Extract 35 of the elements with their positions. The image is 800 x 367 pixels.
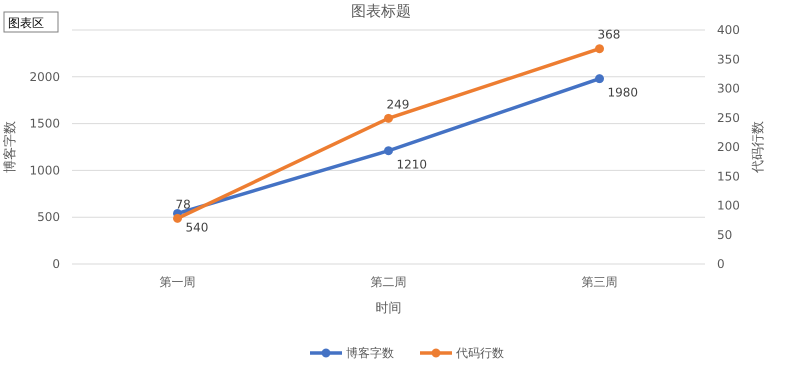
y2-tick-label: 50 bbox=[717, 228, 732, 242]
data-label: 1980 bbox=[608, 86, 638, 100]
point bbox=[595, 44, 604, 54]
x-tick-label: 第三周 bbox=[582, 275, 618, 289]
data-label: 368 bbox=[598, 28, 620, 42]
y2-tick-label: 150 bbox=[717, 169, 740, 184]
chart-title: 图表标题 bbox=[351, 2, 411, 20]
y-tick-label: 0 bbox=[52, 257, 60, 271]
y-axis-title: 博客字数 bbox=[2, 121, 18, 173]
legend-label: 博客字数 bbox=[346, 346, 394, 360]
point bbox=[384, 146, 393, 156]
y-tick-label: 1500 bbox=[29, 116, 60, 131]
point bbox=[173, 214, 182, 223]
y-tick-label: 2000 bbox=[29, 70, 60, 84]
x-axis-title: 时间 bbox=[376, 301, 402, 316]
y2-tick-label: 200 bbox=[717, 140, 740, 154]
point bbox=[384, 114, 393, 123]
x-tick-label: 第一周 bbox=[160, 275, 196, 289]
y2-tick-label: 350 bbox=[717, 52, 740, 66]
x-tick-label: 第二周 bbox=[370, 275, 406, 289]
data-label: 78 bbox=[176, 197, 191, 212]
y2-tick-label: 0 bbox=[717, 257, 725, 271]
y-tick-label: 1000 bbox=[29, 163, 60, 178]
y2-tick-label: 300 bbox=[717, 82, 740, 96]
data-label: 540 bbox=[186, 220, 208, 234]
y2-tick-label: 100 bbox=[717, 198, 740, 212]
point bbox=[595, 74, 604, 84]
y2-tick-label: 250 bbox=[717, 110, 740, 125]
y2-axis-title: 代码行数 bbox=[751, 121, 766, 174]
y-tick-label: 500 bbox=[37, 210, 60, 224]
y2-tick-label: 400 bbox=[717, 23, 740, 37]
text: 图表区 bbox=[8, 16, 44, 30]
data-label: 249 bbox=[386, 97, 410, 112]
data-label: 1210 bbox=[396, 158, 428, 172]
legend-label: 代码行数 bbox=[455, 346, 504, 360]
